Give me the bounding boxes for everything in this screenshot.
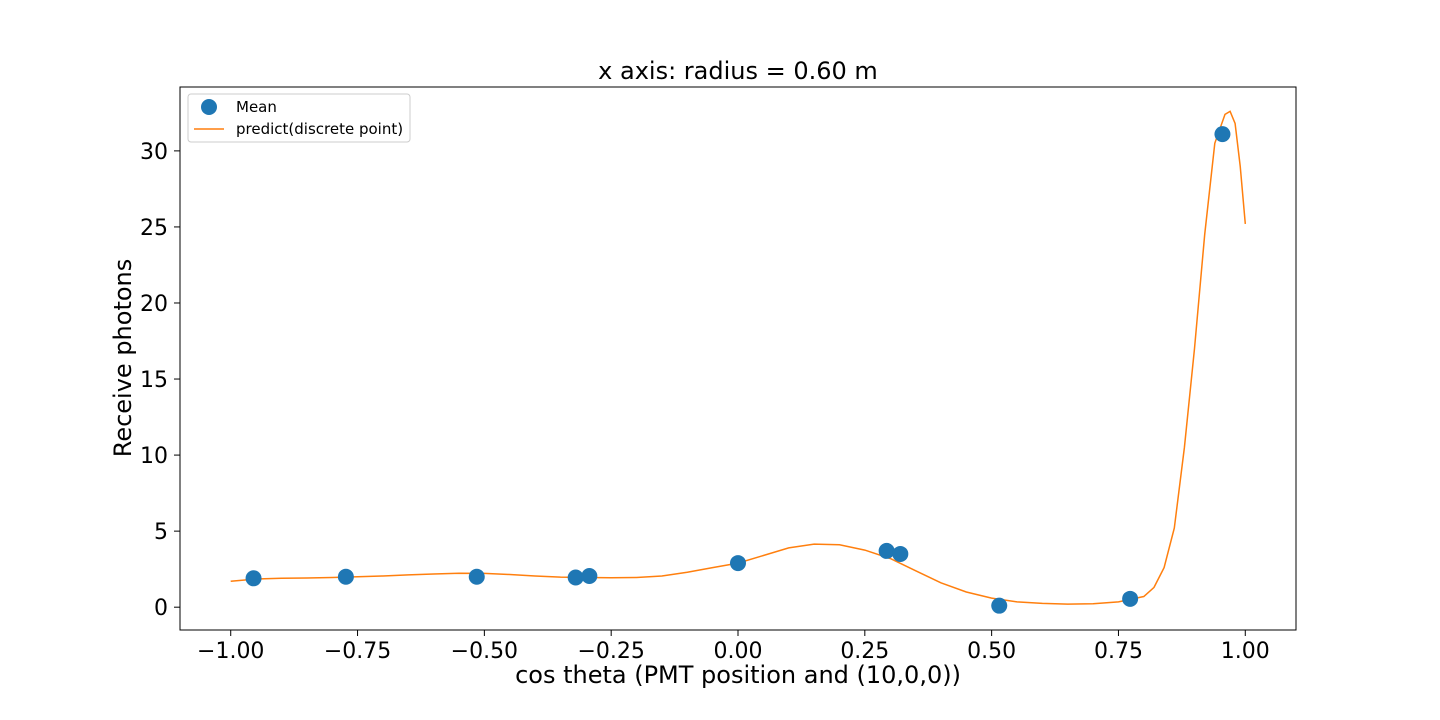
- x-tick-label: −0.25: [577, 639, 644, 664]
- y-tick-label: 10: [140, 444, 168, 469]
- x-tick-label: 0.75: [1094, 639, 1143, 664]
- mean-point: [1214, 126, 1231, 143]
- x-tick-label: −0.75: [324, 639, 391, 664]
- y-tick-label: 0: [154, 596, 168, 621]
- x-tick-label: 0.50: [967, 639, 1016, 664]
- plot-frame: [179, 86, 1297, 631]
- y-tick-label: 20: [140, 292, 168, 317]
- x-axis-label: cos theta (PMT position and (10,0,0)): [515, 661, 961, 689]
- predict-line: [230, 110, 1247, 605]
- legend-box: [187, 93, 411, 143]
- x-tick-label: 0.25: [840, 639, 889, 664]
- x-tick-label: −0.50: [451, 639, 518, 664]
- y-tick-label: 5: [154, 520, 168, 545]
- legend-marker-mean: [201, 99, 217, 115]
- mean-point: [730, 555, 746, 572]
- y-axis-label: Receive photons: [109, 259, 137, 458]
- x-tick-label: 1.00: [1221, 639, 1270, 664]
- mean-point: [337, 568, 354, 585]
- y-axis: 0 5 10 15 20 25 30: [140, 140, 180, 621]
- y-tick-label: 30: [140, 140, 168, 165]
- mean-point: [468, 568, 485, 585]
- x-tick-label: −1.00: [197, 639, 264, 664]
- y-tick-label: 15: [140, 368, 168, 393]
- chart-title: x axis: radius = 0.60 m: [598, 57, 878, 85]
- mean-point: [991, 597, 1008, 614]
- mean-point: [581, 568, 598, 585]
- legend-label-predict: predict(discrete point): [236, 120, 403, 138]
- mean-point: [567, 569, 584, 586]
- mean-point: [892, 545, 909, 562]
- mean-point: [245, 570, 262, 587]
- x-tick-label: 0.00: [714, 639, 763, 664]
- mean-point: [1122, 590, 1139, 607]
- x-axis: −1.00 −0.75 −0.50 −0.25 0.00 0.25 0.50 0.75 1.00: [197, 630, 1270, 664]
- y-tick-label: 25: [140, 216, 168, 241]
- mean-point: [878, 542, 895, 559]
- legend: Mean predict(discrete point): [187, 93, 411, 143]
- legend-label-mean: Mean: [236, 98, 277, 116]
